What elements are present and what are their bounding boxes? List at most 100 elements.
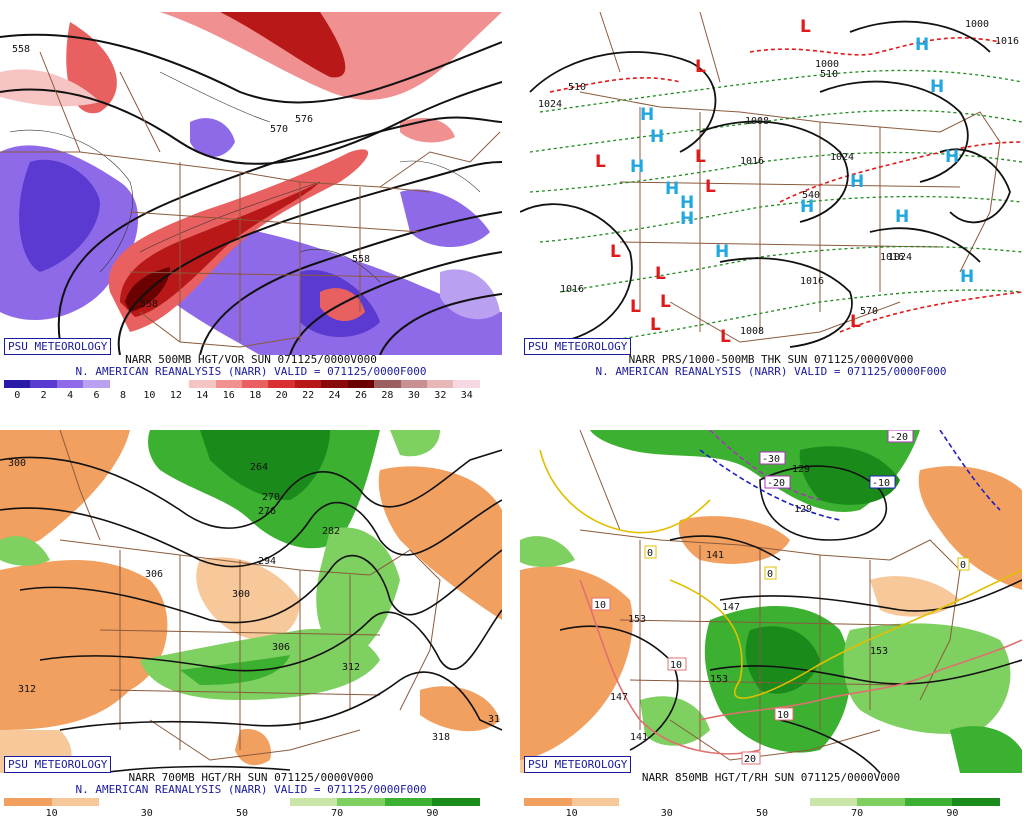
thickness-label: 510 xyxy=(820,69,838,80)
color-bar-label: 10 xyxy=(45,808,58,819)
low-pressure-icon: L xyxy=(695,147,706,167)
isotherm-label: 0 xyxy=(957,557,970,571)
color-bar-segment xyxy=(289,798,338,806)
color-bar-label: 14 xyxy=(196,390,209,401)
color-bar-label: 50 xyxy=(235,808,249,819)
isotherm-label: -20 xyxy=(764,475,791,489)
isobar-label: 1016 xyxy=(995,36,1019,47)
high-pressure-icon: H xyxy=(960,267,974,287)
panel-pressure-thickness: 1024 1016 1008 1016 1024 1016 1016 1008 … xyxy=(520,0,1022,400)
isobar-labels: 1024 1016 1008 1016 1024 1016 1016 1008 … xyxy=(538,19,1019,337)
product-line: NARR 700MB HGT/RH SUN 071125/0000V000 xyxy=(128,771,374,784)
contour-label: 558 xyxy=(352,254,370,265)
low-pressure-icon: L xyxy=(800,17,811,37)
color-bar-label: 28 xyxy=(381,390,394,401)
svg-text:-20: -20 xyxy=(890,432,908,443)
map-850mb-svg: 129 129 141 147 153 153 147 153 141 -20 -… xyxy=(520,430,1022,773)
color-bar-segment xyxy=(761,798,810,806)
geopolitical-borders xyxy=(579,12,1001,343)
low-pressure-icon: L xyxy=(850,312,861,332)
high-pressure-icon: H xyxy=(650,127,664,147)
isotherms-negative xyxy=(699,430,1001,521)
high-pressure-icon: H xyxy=(850,172,864,192)
thickness-label: 540 xyxy=(802,190,820,201)
psu-meteorology-badge: PSU METEOROLOGY xyxy=(524,756,632,773)
color-bar-label: 30 xyxy=(660,808,673,819)
color-bar-segment xyxy=(904,798,953,806)
contour-label: 129 xyxy=(794,504,812,515)
isobar-label: 1016 xyxy=(560,284,584,295)
contour-label: 147 xyxy=(722,602,740,613)
panel-850mb-rh: 129 129 141 147 153 153 147 153 141 -20 -… xyxy=(520,418,1022,819)
psu-meteorology-badge: PSU METEOROLOGY xyxy=(4,338,112,355)
color-bar xyxy=(4,798,480,806)
contour-label: 270 xyxy=(262,492,280,503)
color-bar-labels: 0 2 4 6 8 10 12 14 16 18 20 22 24 26 28 30 32 34 xyxy=(4,390,480,401)
color-bar-label: 16 xyxy=(222,390,235,401)
contour-label: 312 xyxy=(342,662,360,673)
color-bar-segment xyxy=(427,380,454,388)
color-bar-label: 26 xyxy=(354,390,368,401)
contour-label: 576 xyxy=(295,114,313,125)
contour-label: 141 xyxy=(706,550,724,561)
color-bar-segment xyxy=(337,798,385,806)
contour-labels: 129 129 141 147 153 153 147 153 141 xyxy=(610,464,888,743)
color-bar-segment xyxy=(268,380,295,388)
svg-text:20: 20 xyxy=(744,754,756,765)
isotherm-label: 10 xyxy=(591,597,611,611)
isobars xyxy=(520,20,1011,348)
svg-text:0: 0 xyxy=(767,569,773,580)
low-pressure-icon: L xyxy=(655,264,666,284)
high-pressure-icon: H xyxy=(680,193,694,213)
panel-500mb-vorticity: 558 570 558 576 558 PSU METEOROLOGY NARR… xyxy=(0,0,502,401)
valid-line: N. AMERICAN REANALYSIS (NARR) VALID = 07… xyxy=(75,365,427,378)
color-bar-segment xyxy=(453,380,480,388)
valid-line: N. AMERICAN REANALYSIS (NARR) VALID = 07… xyxy=(595,365,947,378)
contour-label: 312 xyxy=(18,684,36,695)
contour-labels: 300 264 270 276 282 294 306 300 306 312 … xyxy=(8,458,500,743)
color-bar-segment xyxy=(194,798,242,806)
color-bar-segment xyxy=(30,380,57,388)
color-bar-segment xyxy=(619,798,667,806)
color-bar-segment xyxy=(146,798,195,806)
isobar-label: 1016 xyxy=(880,252,904,263)
isobar-label: 1024 xyxy=(830,152,854,163)
color-bar-label: 8 xyxy=(119,390,127,401)
high-pressure-icon: H xyxy=(915,35,929,55)
color-bar-segment xyxy=(99,798,147,806)
color-bar xyxy=(4,380,480,388)
contour-label: 153 xyxy=(628,614,646,625)
svg-text:-20: -20 xyxy=(767,478,785,489)
contour-label: 153 xyxy=(710,674,728,685)
low-pressure-icon: L xyxy=(650,315,661,335)
panel-700mb-rh: 300 264 270 276 282 294 306 300 306 312 … xyxy=(0,418,502,819)
high-pressure-icon: H xyxy=(945,147,959,167)
temperature-labels: -20 -30 -20 -10 0 0 0 10 10 10 20 xyxy=(591,430,970,765)
color-bar-label: 70 xyxy=(851,808,864,819)
rh-moist-shading xyxy=(0,430,440,700)
color-bar-label: 34 xyxy=(460,390,473,401)
contour-label: 306 xyxy=(145,569,163,580)
svg-text:0: 0 xyxy=(647,548,653,559)
color-bar-segment xyxy=(321,380,348,388)
low-pressure-icon: L xyxy=(720,327,731,347)
isotherm-label: -20 xyxy=(887,430,914,443)
contour-label: 558 xyxy=(140,299,158,310)
isobar-label: 1000 xyxy=(815,59,839,70)
color-bar-label: 20 xyxy=(275,390,288,401)
isobar-label: 1008 xyxy=(745,116,769,127)
isotherm-label: -30 xyxy=(759,451,786,465)
color-bar-segment xyxy=(241,798,290,806)
color-bar-segment xyxy=(4,380,31,388)
color-bar-label: 10 xyxy=(565,808,578,819)
height-contours xyxy=(0,449,502,773)
low-pressure-icon: L xyxy=(595,152,606,172)
color-bar-segment xyxy=(51,798,100,806)
color-bar-segment xyxy=(4,798,52,806)
psu-meteorology-badge: PSU METEOROLOGY xyxy=(4,756,112,773)
contour-label: 147 xyxy=(610,692,628,703)
contour-label: 570 xyxy=(270,124,288,135)
color-bar-labels: 10 30 50 70 90 xyxy=(4,808,480,819)
svg-text:-10: -10 xyxy=(872,478,890,489)
